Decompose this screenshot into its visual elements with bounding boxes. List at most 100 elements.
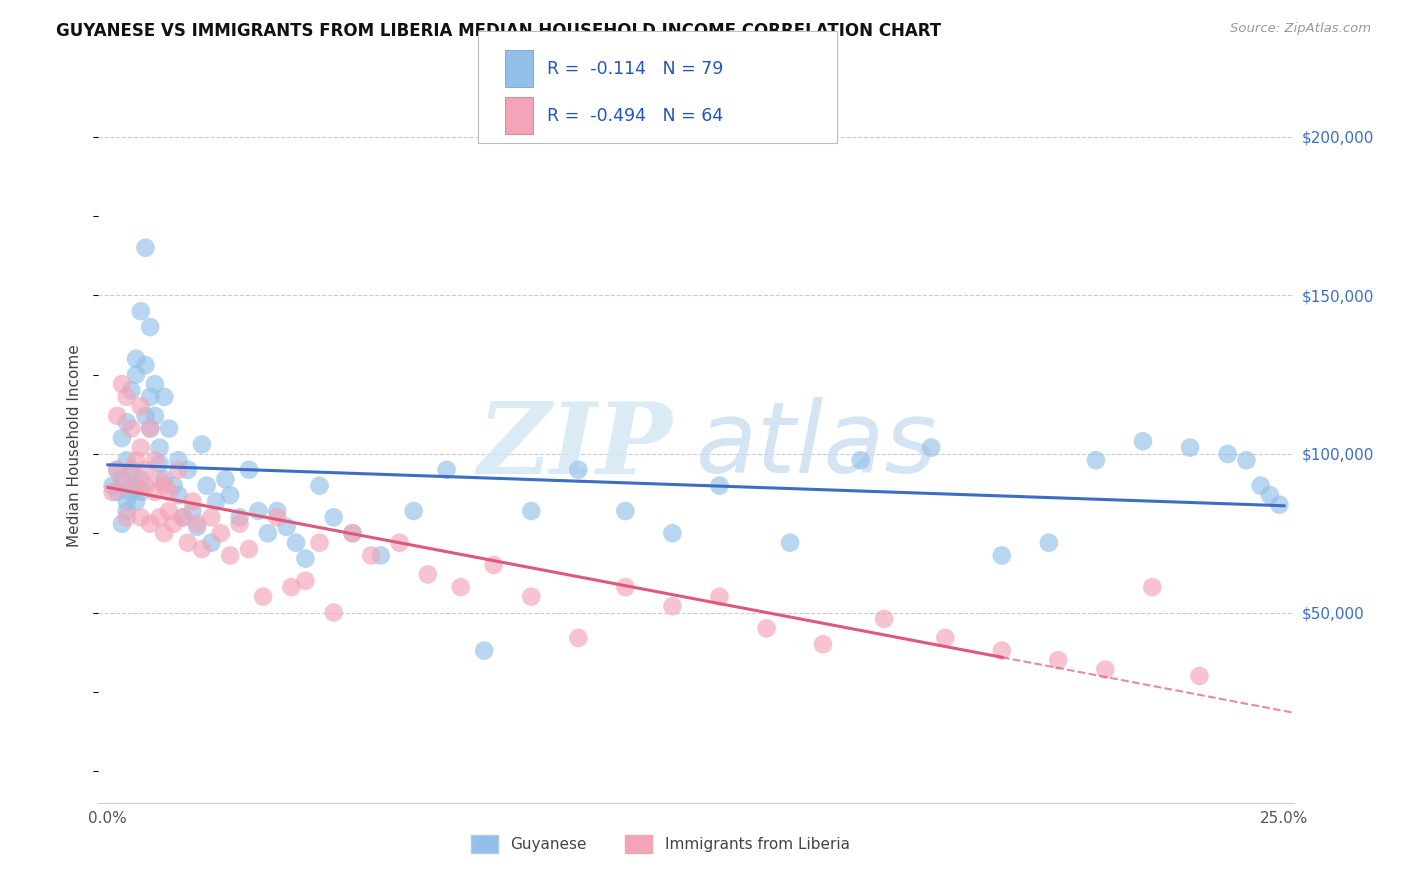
Point [143, 409, 166, 423]
Point [920, 441, 942, 455]
Point [101, 485, 124, 500]
Point [1047, 653, 1070, 667]
Point [125, 453, 148, 467]
Point [1268, 498, 1291, 512]
Point [115, 504, 138, 518]
Point [134, 409, 156, 423]
Point [219, 549, 242, 563]
Point [111, 377, 134, 392]
Point [1084, 453, 1107, 467]
Point [181, 494, 204, 508]
Point [186, 520, 208, 534]
Point [105, 485, 128, 500]
Point [567, 463, 589, 477]
Point [709, 590, 731, 604]
Point [177, 535, 200, 549]
Point [1236, 453, 1258, 467]
Point [153, 390, 176, 404]
Point [1132, 434, 1154, 449]
Point [120, 463, 142, 477]
Point [139, 421, 162, 435]
Point [149, 472, 172, 486]
Point [115, 415, 138, 429]
Point [308, 478, 330, 492]
Point [200, 510, 222, 524]
Point [252, 590, 274, 604]
Text: R =  -0.494   N = 64: R = -0.494 N = 64 [547, 107, 723, 125]
Point [111, 478, 134, 492]
Text: R =  -0.114   N = 79: R = -0.114 N = 79 [547, 60, 723, 78]
Point [172, 510, 194, 524]
Point [111, 516, 134, 531]
Point [139, 516, 162, 531]
Point [157, 421, 180, 435]
Point [163, 478, 186, 492]
Point [101, 478, 124, 492]
Point [1142, 580, 1164, 594]
Point [1178, 441, 1201, 455]
Point [139, 421, 162, 435]
Point [1094, 663, 1116, 677]
Point [149, 441, 172, 455]
Point [709, 478, 731, 492]
Point [991, 549, 1014, 563]
Point [120, 463, 142, 477]
Point [167, 463, 190, 477]
Point [125, 494, 148, 508]
Point [661, 599, 683, 614]
Point [186, 516, 208, 531]
Point [181, 504, 204, 518]
Point [125, 351, 148, 366]
Y-axis label: Median Household Income: Median Household Income [67, 344, 83, 548]
Point [238, 542, 260, 557]
Point [163, 516, 186, 531]
Point [266, 504, 288, 518]
Legend: Guyanese, Immigrants from Liberia: Guyanese, Immigrants from Liberia [464, 829, 856, 859]
Point [134, 358, 156, 372]
Point [105, 409, 128, 423]
Point [134, 478, 156, 492]
Point [157, 504, 180, 518]
Point [849, 453, 872, 467]
Point [129, 304, 152, 318]
Point [1216, 447, 1239, 461]
Point [153, 526, 176, 541]
Point [294, 551, 316, 566]
Point [228, 516, 250, 531]
Point [143, 377, 166, 392]
Point [120, 485, 142, 500]
Point [115, 390, 138, 404]
Point [416, 567, 439, 582]
Point [129, 400, 152, 414]
Point [934, 631, 956, 645]
Point [661, 526, 683, 541]
Point [205, 494, 228, 508]
Point [115, 510, 138, 524]
Point [153, 472, 176, 486]
Point [1258, 488, 1281, 502]
Point [167, 453, 190, 467]
Point [873, 612, 896, 626]
Point [115, 494, 138, 508]
Point [167, 488, 190, 502]
Point [342, 526, 364, 541]
Point [153, 478, 176, 492]
Point [143, 453, 166, 467]
Point [779, 535, 801, 549]
Point [139, 320, 162, 334]
Point [308, 535, 330, 549]
Point [482, 558, 505, 572]
Point [129, 485, 152, 500]
Point [1038, 535, 1060, 549]
Point [1250, 478, 1272, 492]
Point [342, 526, 364, 541]
Text: ZIP: ZIP [477, 398, 672, 494]
Point [129, 472, 152, 486]
Point [294, 574, 316, 588]
Point [191, 437, 214, 451]
Point [247, 504, 270, 518]
Point [157, 485, 180, 500]
Point [172, 510, 194, 524]
Point [567, 631, 589, 645]
Point [115, 453, 138, 467]
